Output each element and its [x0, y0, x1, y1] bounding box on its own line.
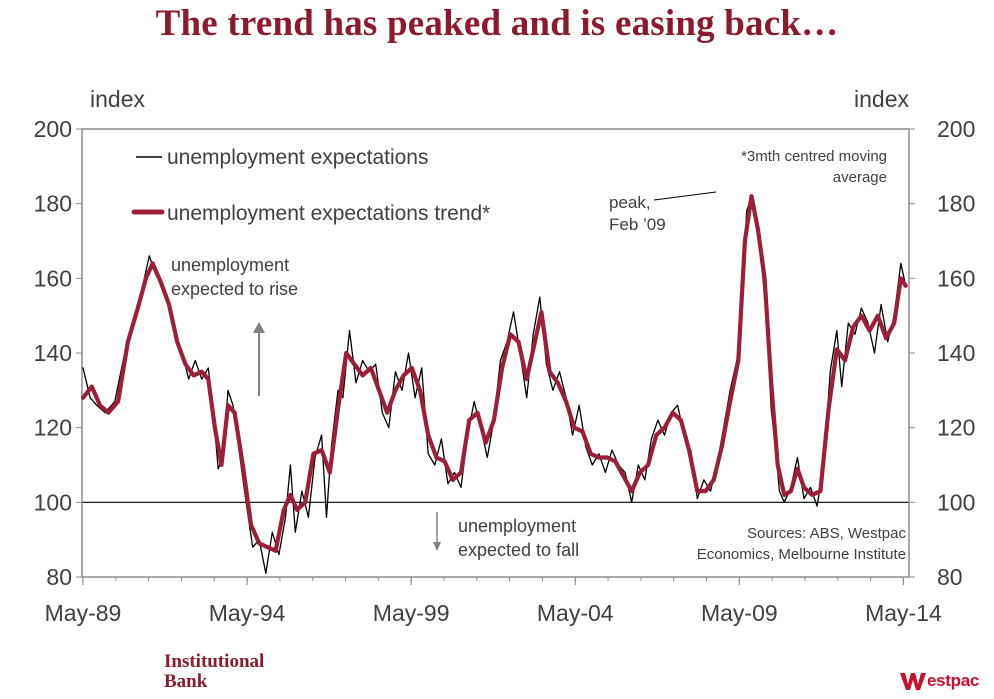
rise-annotation-line-1: unemployment: [171, 255, 289, 275]
y-tick-label-right: 100: [937, 489, 975, 515]
y-tick-label-right: 120: [937, 415, 975, 441]
y-tick-label-left: 160: [34, 265, 72, 291]
x-tick-label: May-04: [537, 600, 614, 626]
y-axis-label-right: index: [854, 86, 909, 112]
y-tick-label-right: 80: [937, 564, 963, 590]
y-tick-label-right: 180: [937, 191, 975, 217]
logo-text-line-2: Bank: [164, 671, 208, 692]
rise-annotation-line-2: expected to rise: [171, 279, 298, 299]
institutional-bank-logo: Institutional Bank: [164, 652, 264, 692]
x-tick-label: May-09: [701, 600, 778, 626]
sources-line-2: Economics, Melbourne Institute: [697, 546, 906, 563]
plot-area: [81, 128, 910, 578]
peak-leader-line: [653, 191, 717, 201]
x-tick-label: May-89: [45, 600, 122, 626]
y-tick-label-left: 200: [34, 116, 72, 142]
page-title: The trend has peaked and is easing back…: [155, 3, 839, 44]
footnote-line-2: average: [833, 169, 887, 186]
y-tick-label-left: 180: [34, 191, 72, 217]
westpac-w-icon: [900, 673, 926, 690]
x-tick-label: May-99: [373, 600, 450, 626]
y-tick-label-right: 200: [937, 116, 975, 142]
westpac-logo-text: estpac: [927, 671, 980, 690]
series-line-trend: [80, 194, 908, 553]
y-tick-label-right: 140: [937, 340, 975, 366]
fall-annotation-line-1: unemployment: [458, 516, 576, 536]
down-arrow-icon: [433, 512, 441, 551]
peak-annotation-line-2: Feb ’09: [609, 215, 666, 234]
footnote-line-1: *3mth centred moving: [741, 148, 887, 165]
peak-annotation-line-1: peak,: [609, 193, 651, 212]
x-tick-label: May-14: [865, 600, 942, 626]
x-tick-label: May-94: [209, 600, 286, 626]
westpac-logo: estpac: [900, 669, 979, 693]
y-tick-label-left: 100: [34, 489, 72, 515]
legend-label-expectations: unemployment expectations: [167, 146, 429, 169]
y-tick-label-left: 80: [46, 564, 72, 590]
y-axis-label-left: index: [90, 86, 145, 112]
y-tick-label-right: 160: [937, 265, 975, 291]
y-tick-label-left: 120: [34, 415, 72, 441]
fall-annotation-line-2: expected to fall: [458, 540, 579, 560]
y-tick-label-left: 140: [34, 340, 72, 366]
sources-line-1: Sources: ABS, Westpac: [747, 525, 906, 542]
legend-label-trend: unemployment expectations trend*: [167, 202, 490, 225]
logo-text-line-1: Institutional: [164, 651, 265, 672]
up-arrow-icon: [253, 322, 265, 396]
